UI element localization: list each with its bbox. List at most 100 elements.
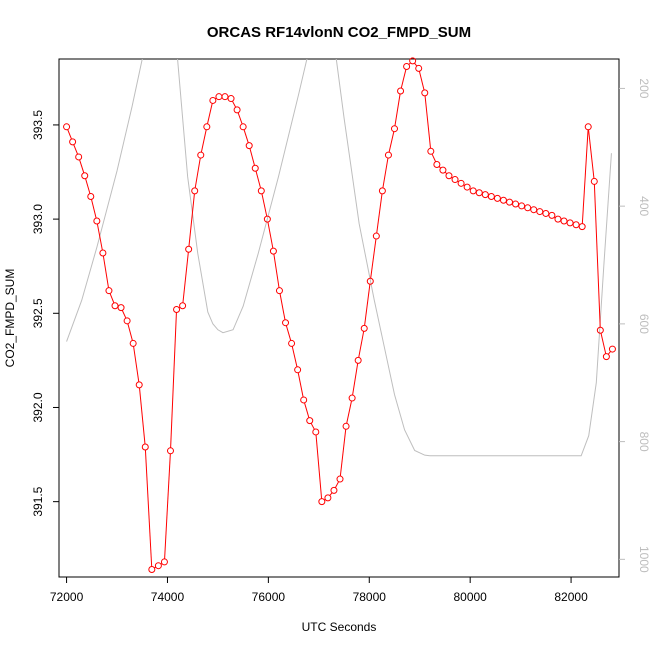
main-series-point <box>105 287 113 295</box>
main-series-segment <box>207 103 213 124</box>
main-series-point <box>354 356 362 364</box>
main-series-point <box>239 123 247 131</box>
main-series-point <box>451 176 459 184</box>
main-series-segment <box>588 129 595 179</box>
main-series-segment <box>144 449 153 567</box>
main-series-segment <box>182 252 189 303</box>
main-series-point <box>397 87 405 95</box>
main-series-point <box>596 326 604 334</box>
main-series-point <box>560 217 568 225</box>
main-series-point <box>403 63 411 71</box>
main-series-point <box>463 183 471 191</box>
main-series-segment <box>297 372 304 398</box>
main-series-segment <box>339 429 347 477</box>
main-series-point <box>111 302 119 310</box>
y2-tick-label: 800 <box>637 432 650 452</box>
main-series-point <box>245 142 253 150</box>
main-series-segment <box>243 129 249 143</box>
main-series-segment <box>593 184 601 328</box>
main-series-point <box>378 187 386 195</box>
main-series-point <box>312 428 320 436</box>
main-series-point <box>366 277 374 285</box>
main-series-point <box>257 187 265 195</box>
main-series-point <box>566 219 574 227</box>
main-series-segment <box>364 284 371 326</box>
main-series-point <box>263 215 271 223</box>
main-series-point <box>87 193 95 201</box>
y-tick-label: 393.5 <box>31 110 45 140</box>
y-tick-label: 393.0 <box>31 204 45 234</box>
main-series-segment <box>170 312 177 448</box>
main-series-point <box>179 302 187 310</box>
main-series-point <box>578 223 586 231</box>
main-series-point <box>336 475 344 483</box>
main-series-point <box>572 221 580 229</box>
main-series-point <box>590 177 598 185</box>
main-series-point <box>324 494 332 502</box>
main-series-segment <box>600 333 607 354</box>
y2-tick-label: 600 <box>637 314 650 334</box>
main-series-segment <box>249 148 255 166</box>
main-series-point <box>185 245 193 253</box>
main-series-segment <box>431 153 437 162</box>
main-series-segment <box>315 434 323 499</box>
main-series-point <box>173 306 181 314</box>
y2-tick-label: 1000 <box>637 546 650 573</box>
y-tick-label: 391.5 <box>31 486 45 516</box>
secondary-series-line <box>66 59 612 457</box>
main-series-segment <box>304 402 310 418</box>
main-series-point <box>409 57 417 65</box>
main-series-point <box>215 93 223 101</box>
main-series-segment <box>121 310 127 319</box>
main-series-segment <box>85 178 91 194</box>
main-series-segment <box>346 400 352 424</box>
main-series-segment <box>127 323 133 341</box>
main-series-point <box>372 232 380 240</box>
main-series-point <box>75 153 83 161</box>
y2-tick-label: 400 <box>637 196 650 216</box>
main-series-point <box>306 417 314 425</box>
main-series-point <box>518 202 526 210</box>
main-series-segment <box>607 351 611 355</box>
main-series-point <box>300 396 308 404</box>
main-series-point <box>269 247 277 255</box>
y-tick-label: 392.5 <box>31 298 45 328</box>
main-series-point <box>342 422 350 430</box>
main-series-point <box>481 191 489 199</box>
main-series-segment <box>388 131 395 153</box>
main-series-segment <box>67 129 72 140</box>
main-series-point <box>390 125 398 133</box>
y-tick-label: 392.0 <box>31 392 45 422</box>
chart-title: ORCAS RF14vlonN CO2_FMPD_SUM <box>207 24 471 41</box>
main-series-point <box>445 172 453 180</box>
main-series-point <box>499 196 507 204</box>
main-series-segment <box>200 129 207 153</box>
main-series-point <box>360 324 368 332</box>
main-series-segment <box>188 193 195 247</box>
main-series-point <box>554 215 562 223</box>
main-series-point <box>524 204 532 212</box>
plot-frame <box>58 58 620 578</box>
main-series-point <box>282 319 290 327</box>
main-series-segment <box>109 293 115 304</box>
main-series-point <box>288 339 296 347</box>
main-series-point <box>251 164 259 172</box>
x-tick-label: 80000 <box>453 590 487 604</box>
main-series-point <box>197 151 205 159</box>
main-series-point <box>602 353 610 361</box>
main-series-segment <box>91 199 97 219</box>
main-series-point <box>415 64 423 72</box>
main-series-point <box>536 208 544 216</box>
x-tick-label: 82000 <box>554 590 588 604</box>
main-series-point <box>233 106 241 114</box>
main-series-segment <box>400 69 407 89</box>
main-series-segment <box>358 331 365 358</box>
main-series-segment <box>194 157 201 188</box>
main-series-point <box>457 179 465 187</box>
main-series-point <box>439 166 447 174</box>
main-series-point <box>608 345 616 353</box>
main-series-point <box>512 200 520 208</box>
main-series-point <box>221 93 229 101</box>
main-series-segment <box>310 423 315 430</box>
